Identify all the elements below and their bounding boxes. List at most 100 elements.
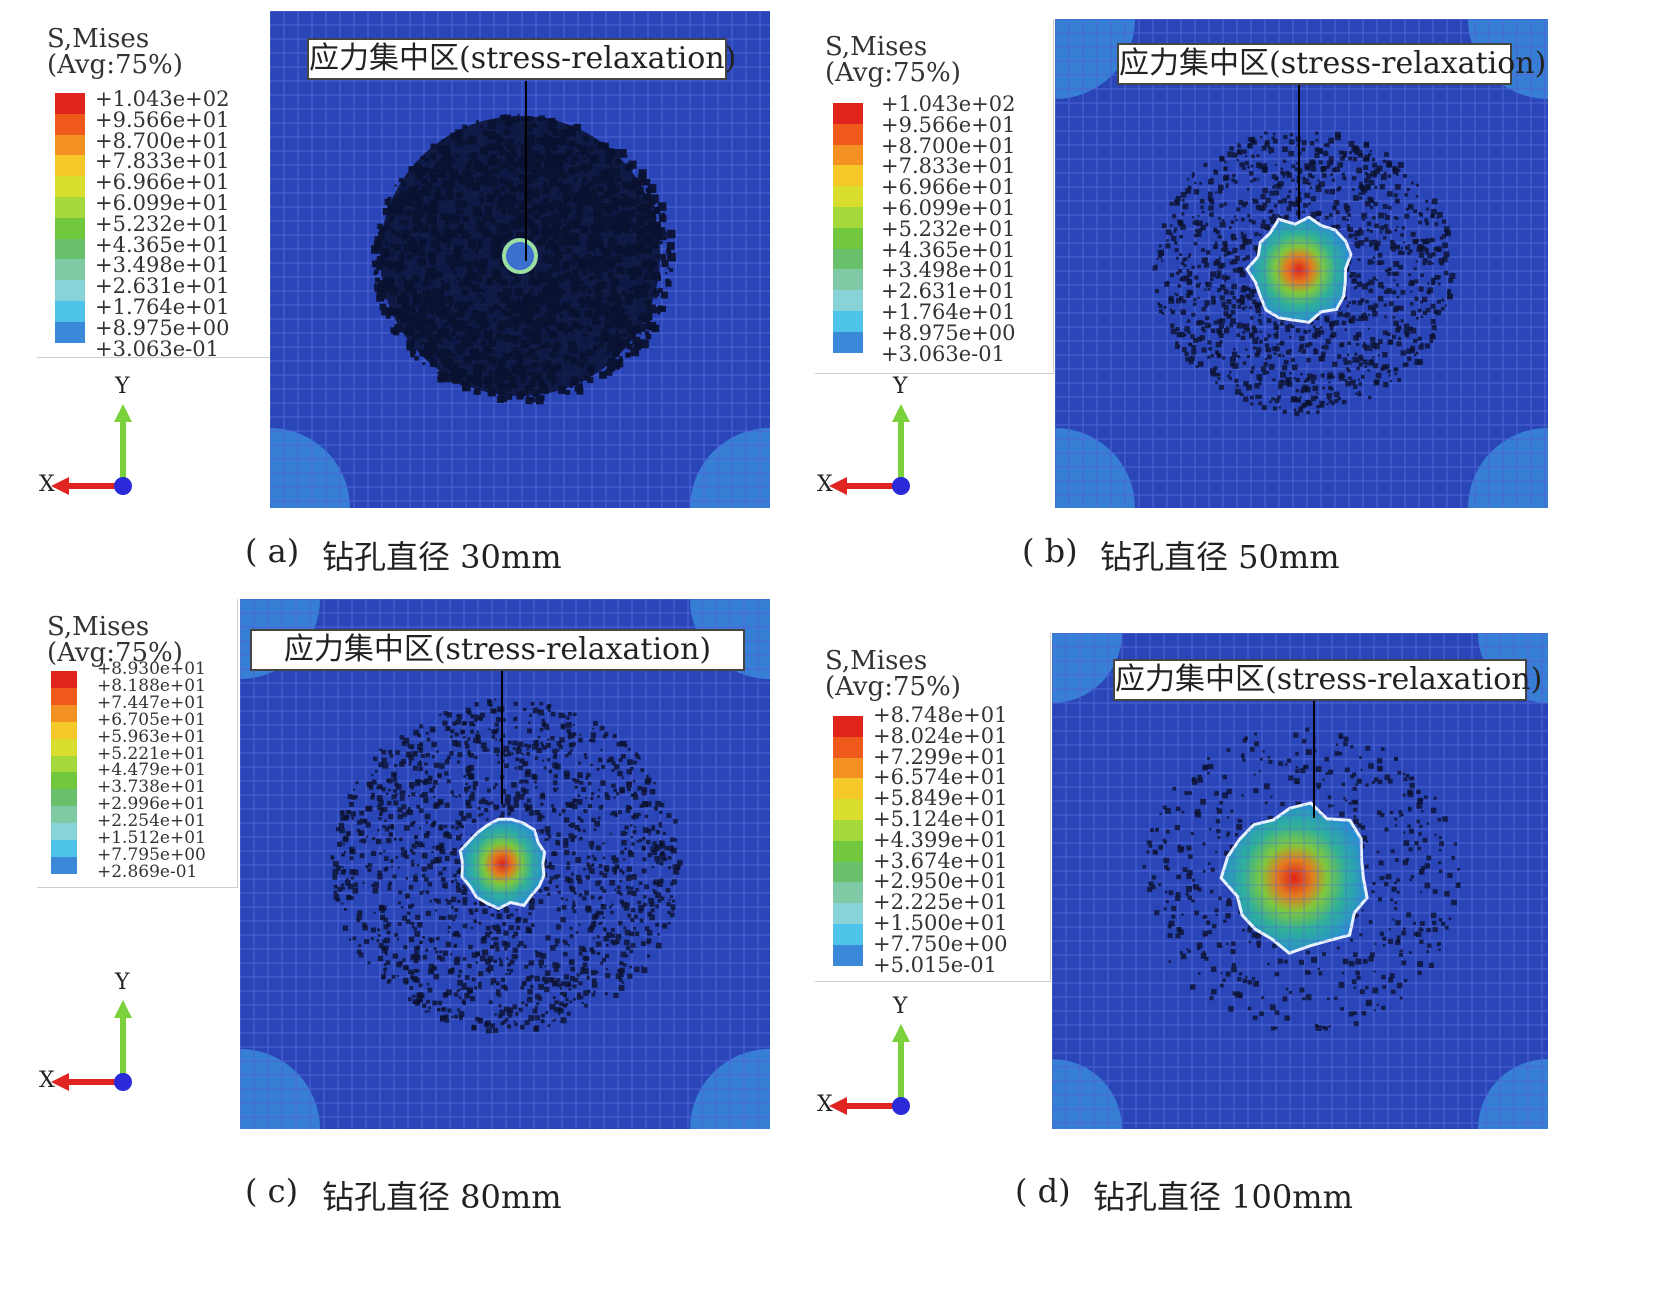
legend-value: +2.631e+01 <box>881 279 1016 304</box>
annotation-label: 应力集中区(stress-relaxation) <box>307 38 736 80</box>
legend-value: +5.015e-01 <box>873 952 997 977</box>
legend-swatch <box>833 269 863 291</box>
legend-swatch <box>833 778 863 800</box>
legend-value: +2.869e-01 <box>97 861 198 882</box>
legend-value: +6.966e+01 <box>95 170 230 195</box>
legend-c: S,Mises (Avg:75%) +8.930e+01 +8.188e+01 +7.4… <box>37 599 238 888</box>
y-arrow-head <box>892 404 910 422</box>
legend-value: +8.975e+00 <box>95 315 230 340</box>
legend-value: +1.764e+01 <box>881 300 1016 324</box>
legend-value: +5.232e+01 <box>95 211 230 236</box>
annotation-label: 应力集中区(stress-relaxation) <box>1117 43 1546 85</box>
legend-value: +4.365e+01 <box>881 237 1016 262</box>
x-axis-label: X <box>39 472 55 497</box>
legend-value: +8.700e+01 <box>881 133 1016 158</box>
x-arrow-head <box>829 477 847 495</box>
origin-dot <box>114 477 132 495</box>
legend-swatch <box>55 113 85 136</box>
y-arrow-head <box>114 1000 132 1018</box>
legend-value: +5.221e+01 <box>97 743 206 764</box>
legend-value: +3.063e-01 <box>95 336 219 361</box>
legend-value: +4.365e+01 <box>95 232 230 257</box>
axis-triad <box>829 404 910 495</box>
legend-swatch <box>833 144 863 166</box>
legend-value: +6.099e+01 <box>881 196 1016 220</box>
legend-swatch <box>51 755 77 773</box>
legend-value: +6.705e+01 <box>97 709 206 730</box>
legend-value: +5.849e+01 <box>873 786 1008 811</box>
legend-swatch <box>51 840 77 858</box>
legend-value: +1.512e+01 <box>97 828 206 848</box>
contour-plot-d <box>1052 633 1548 1129</box>
x-arrow-head <box>829 1097 847 1115</box>
legend-swatch <box>55 197 85 219</box>
legend-swatch <box>51 671 77 689</box>
legend-swatch <box>51 687 77 706</box>
legend-swatch <box>833 944 863 967</box>
legend-value: +1.764e+01 <box>95 295 230 319</box>
legend-swatch <box>55 321 85 344</box>
y-axis-label: Y <box>115 374 130 399</box>
legend-value: +8.975e+00 <box>881 320 1016 345</box>
y-axis-label: Y <box>115 970 130 995</box>
axis-triad <box>829 1024 910 1115</box>
annotation-label: 应力集中区(stress-relaxation) <box>250 629 745 671</box>
legend-swatch <box>55 217 85 240</box>
legend-swatch <box>51 704 77 723</box>
legend-value: +7.795e+00 <box>97 844 206 865</box>
legend-b: S,Mises (Avg:75%) +1.043e+02 +9.566e+01 +8.7… <box>815 19 1054 374</box>
legend-d: S,Mises (Avg:75%) +8.748e+01 +8.024e+01 +7.2… <box>815 633 1051 982</box>
legend-swatch <box>833 165 863 187</box>
legend-value: +9.566e+01 <box>881 112 1016 137</box>
origin-dot <box>892 477 910 495</box>
legend-swatch <box>833 757 863 779</box>
legend-swatch <box>833 882 863 904</box>
legend-value: +1.043e+02 <box>881 92 1016 116</box>
legend-swatch <box>833 861 863 883</box>
annotation-label: 应力集中区(stress-relaxation) <box>1113 659 1542 701</box>
legend-value: +2.225e+01 <box>873 890 1008 915</box>
legend-value: +6.099e+01 <box>95 191 230 215</box>
legend-value: +3.063e-01 <box>881 341 1005 366</box>
origin-dot <box>892 1097 910 1115</box>
legend-value: +5.232e+01 <box>881 216 1016 241</box>
legend-subtitle: (Avg:75%) <box>47 638 183 668</box>
legend-title: S,Mises <box>47 612 150 642</box>
legend-swatch <box>55 259 85 281</box>
legend-value: +3.498e+01 <box>881 258 1016 283</box>
legend-value: +2.996e+01 <box>97 794 206 815</box>
legend-swatch <box>833 716 863 738</box>
y-axis-label: Y <box>893 374 908 399</box>
y-axis-label: Y <box>893 994 908 1019</box>
legend-swatch <box>833 799 863 821</box>
legend-swatch <box>833 924 863 946</box>
legend-swatch <box>55 301 85 323</box>
legend-swatch <box>55 93 85 115</box>
legend-value: +8.024e+01 <box>873 723 1008 748</box>
legend-value: +7.299e+01 <box>873 744 1008 769</box>
legend-swatch <box>55 134 85 156</box>
legend-value: +3.738e+01 <box>97 777 206 798</box>
legend-value: +7.750e+00 <box>873 931 1008 956</box>
legend-swatch <box>51 789 77 807</box>
legend-swatch <box>833 186 863 208</box>
legend-swatch <box>833 820 863 842</box>
caption-text: 钻孔直径 30mm <box>322 538 562 576</box>
x-axis-label: X <box>817 472 833 497</box>
legend-swatch <box>833 840 863 863</box>
contour-plot-b <box>1055 19 1548 508</box>
legend-value: +8.748e+01 <box>873 703 1008 727</box>
legend-swatch <box>833 103 863 125</box>
x-arrow-head <box>51 477 69 495</box>
legend-swatch <box>51 721 77 740</box>
element-deletion-region <box>330 698 683 1034</box>
legend-swatch <box>833 123 863 146</box>
axis-triad <box>51 404 132 495</box>
axis-triad <box>51 1000 132 1091</box>
legend-value: +5.124e+01 <box>873 807 1008 831</box>
legend-value: +8.188e+01 <box>97 675 206 696</box>
legend-value: +2.631e+01 <box>95 274 230 299</box>
legend-swatch <box>51 856 77 875</box>
legend-subtitle: (Avg:75%) <box>47 50 183 80</box>
origin-dot <box>114 1073 132 1091</box>
